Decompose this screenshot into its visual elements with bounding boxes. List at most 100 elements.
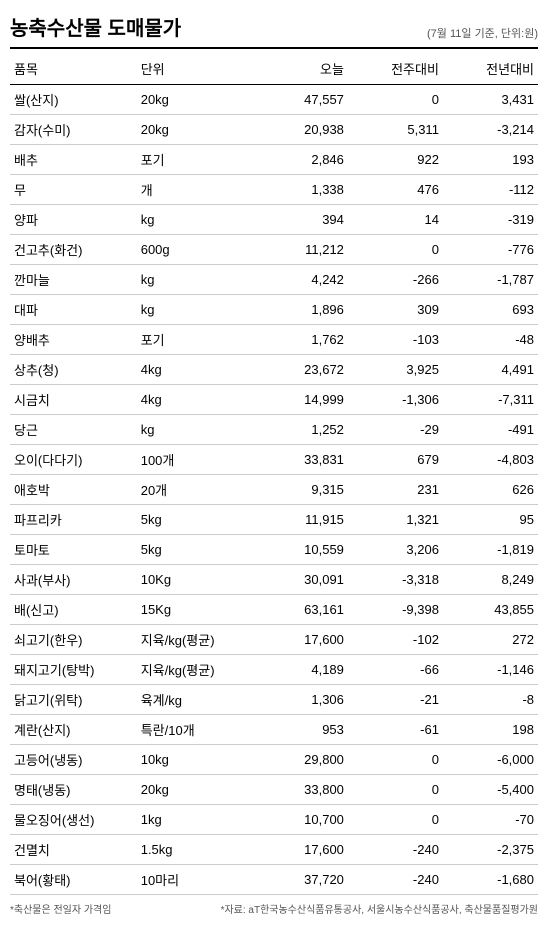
table-cell: -48 — [443, 325, 538, 355]
table-cell: 감자(수미) — [10, 115, 137, 145]
table-cell: 1,306 — [253, 685, 348, 715]
table-row: 닭고기(위탁)육계/kg1,306-21-8 — [10, 685, 538, 715]
table-cell: 쇠고기(한우) — [10, 625, 137, 655]
table-cell: 95 — [443, 505, 538, 535]
table-cell: -240 — [348, 865, 443, 895]
table-cell: 1.5kg — [137, 835, 253, 865]
table-cell: 고등어(냉동) — [10, 745, 137, 775]
table-cell: 깐마늘 — [10, 265, 137, 295]
table-cell: 1,338 — [253, 175, 348, 205]
table-cell: 3,925 — [348, 355, 443, 385]
col-today: 오늘 — [253, 53, 348, 85]
table-cell: kg — [137, 205, 253, 235]
table-cell: kg — [137, 265, 253, 295]
table-cell: 1,321 — [348, 505, 443, 535]
table-cell: -9,398 — [348, 595, 443, 625]
table-cell: 0 — [348, 745, 443, 775]
table-cell: -70 — [443, 805, 538, 835]
table-cell: -61 — [348, 715, 443, 745]
page-subtitle: (7월 11일 기준, 단위:원) — [427, 25, 538, 41]
table-cell: 20,938 — [253, 115, 348, 145]
table-cell: 3,431 — [443, 85, 538, 115]
table-cell: 14,999 — [253, 385, 348, 415]
table-cell: 대파 — [10, 295, 137, 325]
table-cell: 4kg — [137, 385, 253, 415]
table-cell: 626 — [443, 475, 538, 505]
table-cell: 11,915 — [253, 505, 348, 535]
table-cell: 돼지고기(탕박) — [10, 655, 137, 685]
table-cell: -29 — [348, 415, 443, 445]
table-cell: -21 — [348, 685, 443, 715]
table-cell: 토마토 — [10, 535, 137, 565]
table-row: 건고추(화건)600g11,2120-776 — [10, 235, 538, 265]
table-row: 명태(냉동)20kg33,8000-5,400 — [10, 775, 538, 805]
table-cell: 1,252 — [253, 415, 348, 445]
table-cell: -266 — [348, 265, 443, 295]
table-row: 대파kg1,896309693 — [10, 295, 538, 325]
table-body: 쌀(산지)20kg47,55703,431감자(수미)20kg20,9385,3… — [10, 85, 538, 895]
table-cell: -102 — [348, 625, 443, 655]
table-cell: 배추 — [10, 145, 137, 175]
table-cell: 10,559 — [253, 535, 348, 565]
table-cell: 파프리카 — [10, 505, 137, 535]
table-cell: 쌀(산지) — [10, 85, 137, 115]
table-row: 양배추포기1,762-103-48 — [10, 325, 538, 355]
table-cell: 231 — [348, 475, 443, 505]
table-cell: -112 — [443, 175, 538, 205]
table-cell: 4,491 — [443, 355, 538, 385]
table-cell: 29,800 — [253, 745, 348, 775]
table-cell: 20개 — [137, 475, 253, 505]
table-cell: 3,206 — [348, 535, 443, 565]
table-cell: 닭고기(위탁) — [10, 685, 137, 715]
table-cell: -1,787 — [443, 265, 538, 295]
table-cell: -2,375 — [443, 835, 538, 865]
table-cell: 5kg — [137, 535, 253, 565]
table-cell: 272 — [443, 625, 538, 655]
footnote-left: *축산물은 전일자 가격임 — [10, 901, 111, 916]
table-cell: 33,831 — [253, 445, 348, 475]
table-cell: 20kg — [137, 775, 253, 805]
table-header-row: 품목 단위 오늘 전주대비 전년대비 — [10, 53, 538, 85]
table-cell: 17,600 — [253, 625, 348, 655]
table-row: 북어(황태)10마리37,720-240-1,680 — [10, 865, 538, 895]
table-cell: 4,242 — [253, 265, 348, 295]
table-cell: 개 — [137, 175, 253, 205]
table-cell: 309 — [348, 295, 443, 325]
table-cell: 10Kg — [137, 565, 253, 595]
table-cell: 양파 — [10, 205, 137, 235]
footnote-right: *자료: aT한국농수산식품유통공사, 서울시농수산식품공사, 축산물품질평가원 — [221, 901, 538, 916]
table-cell: 11,212 — [253, 235, 348, 265]
table-cell: 애호박 — [10, 475, 137, 505]
table-row: 당근kg1,252-29-491 — [10, 415, 538, 445]
table-row: 오이(다다기)100개33,831679-4,803 — [10, 445, 538, 475]
table-cell: 63,161 — [253, 595, 348, 625]
table-cell: 43,855 — [443, 595, 538, 625]
table-cell: 47,557 — [253, 85, 348, 115]
col-year: 전년대비 — [443, 53, 538, 85]
table-cell: -319 — [443, 205, 538, 235]
table-cell: 14 — [348, 205, 443, 235]
table-cell: 오이(다다기) — [10, 445, 137, 475]
table-row: 파프리카5kg11,9151,32195 — [10, 505, 538, 535]
table-cell: 8,249 — [443, 565, 538, 595]
table-row: 토마토5kg10,5593,206-1,819 — [10, 535, 538, 565]
table-cell: -5,400 — [443, 775, 538, 805]
price-table: 품목 단위 오늘 전주대비 전년대비 쌀(산지)20kg47,55703,431… — [10, 53, 538, 895]
table-cell: 5,311 — [348, 115, 443, 145]
table-cell: kg — [137, 415, 253, 445]
table-cell: 물오징어(생선) — [10, 805, 137, 835]
table-cell: -1,819 — [443, 535, 538, 565]
table-cell: 무 — [10, 175, 137, 205]
table-cell: 상추(청) — [10, 355, 137, 385]
table-cell: 10마리 — [137, 865, 253, 895]
table-cell: 0 — [348, 805, 443, 835]
table-cell: 포기 — [137, 325, 253, 355]
table-cell: 20kg — [137, 115, 253, 145]
table-cell: -1,306 — [348, 385, 443, 415]
table-cell: 지육/kg(평균) — [137, 655, 253, 685]
table-cell: 건멸치 — [10, 835, 137, 865]
table-cell: 0 — [348, 85, 443, 115]
table-cell: -4,803 — [443, 445, 538, 475]
table-row: 쇠고기(한우)지육/kg(평균)17,600-102272 — [10, 625, 538, 655]
table-cell: 953 — [253, 715, 348, 745]
